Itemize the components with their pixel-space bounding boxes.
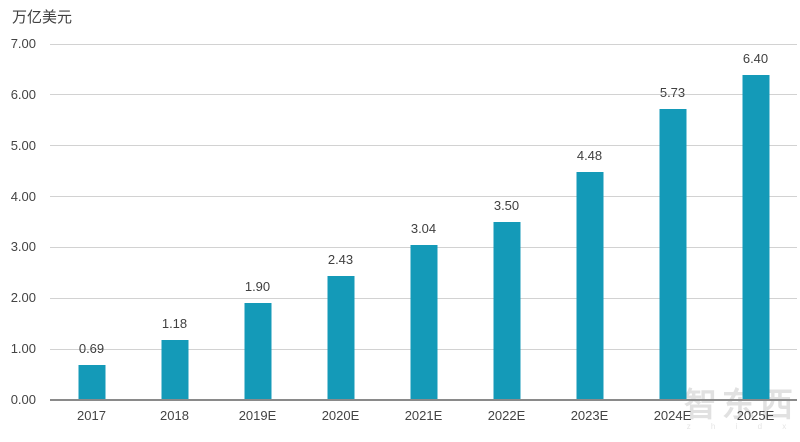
bar xyxy=(244,303,271,400)
x-axis-line xyxy=(50,399,797,401)
gridline xyxy=(50,196,797,198)
gridline xyxy=(50,94,797,96)
bar xyxy=(78,364,105,400)
x-tick-label: 2023E xyxy=(570,408,609,423)
plot-area: 0.69 1.18 1.90 2.43 3.04 3.50 4.48 5.73 6.40 xyxy=(50,43,797,401)
gridline xyxy=(50,43,797,45)
bar xyxy=(659,108,686,400)
y-tick-label: 5.00 xyxy=(10,137,36,153)
bar-value-label: 3.04 xyxy=(410,221,437,237)
y-axis-unit-label: 万亿美元 xyxy=(12,9,73,26)
bar-value-label: 5.73 xyxy=(659,84,686,100)
y-axis: 0.00 1.00 2.00 3.00 4.00 5.00 6.00 7.00 xyxy=(0,36,40,407)
x-tick-label: 2022E xyxy=(487,408,526,423)
bar-value-label: 1.90 xyxy=(244,279,271,295)
bar xyxy=(493,222,520,400)
y-tick-label: 6.00 xyxy=(10,86,36,102)
y-tick-label: 0.00 xyxy=(10,392,36,407)
bar-value-label: 4.48 xyxy=(576,148,603,164)
y-tick-label: 7.00 xyxy=(10,36,36,51)
bar xyxy=(327,276,354,400)
bar-value-label: 3.50 xyxy=(493,198,520,213)
bar xyxy=(576,172,603,400)
bar-value-label: 2.43 xyxy=(327,252,354,268)
x-tick-label: 2017 xyxy=(77,408,106,423)
y-tick-label: 3.00 xyxy=(10,239,36,255)
gridline xyxy=(50,145,797,147)
x-tick-label: 2021E xyxy=(404,408,443,423)
bar xyxy=(161,340,188,400)
x-axis: 2017 2018 2019E 2020E 2021E 2022E 2023E 2024E 20… xyxy=(50,408,797,428)
x-tick-label: 2019E xyxy=(238,408,277,423)
bar-value-label: 1.18 xyxy=(161,316,188,331)
y-tick-label: 4.00 xyxy=(10,188,36,204)
bar xyxy=(742,74,769,400)
x-tick-label: 2025E xyxy=(736,408,775,423)
bar xyxy=(410,245,437,400)
x-tick-label: 2024E xyxy=(653,408,692,423)
y-tick-label: 1.00 xyxy=(10,341,36,357)
x-tick-label: 2018 xyxy=(160,408,189,423)
bar-value-label: 6.40 xyxy=(742,50,769,66)
bar-value-label: 0.69 xyxy=(78,340,105,356)
y-tick-label: 2.00 xyxy=(10,290,36,306)
x-tick-label: 2020E xyxy=(321,408,360,423)
